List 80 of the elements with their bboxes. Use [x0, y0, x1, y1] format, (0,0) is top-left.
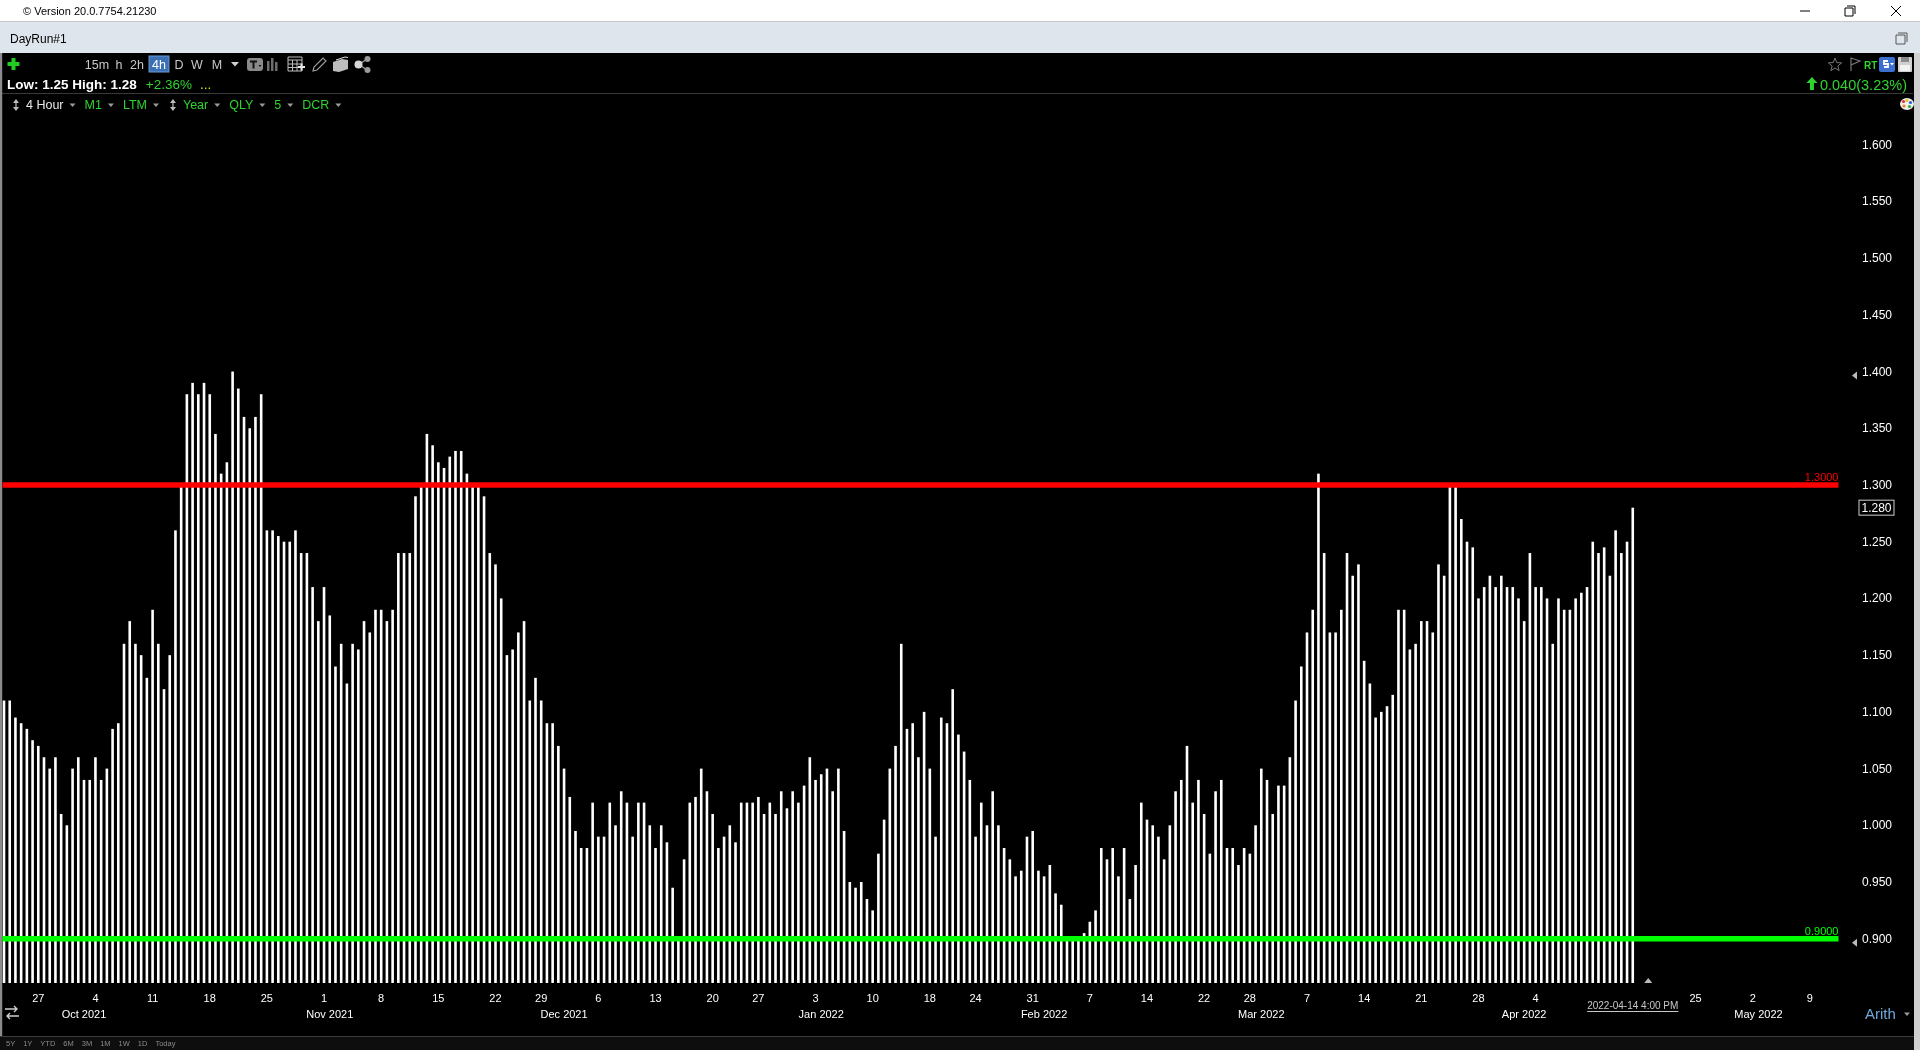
- y-tick-label: 1.450: [1862, 307, 1893, 322]
- ref-line-label: 0.9000: [1804, 924, 1839, 937]
- y-tick-label: 0.900: [1862, 931, 1893, 946]
- x-tick-label: 25: [1689, 992, 1702, 1004]
- text: M: [211, 57, 223, 72]
- annotation: LTM: [122, 98, 147, 112]
- x-tick-label: 20: [706, 992, 719, 1004]
- x-tick-label: 24: [969, 992, 982, 1004]
- text: ...: [199, 76, 212, 92]
- x-tick-label: 22: [1198, 992, 1211, 1004]
- x-tick-label: 7: [1086, 992, 1093, 1004]
- x-tick-label: 14: [1140, 992, 1154, 1004]
- y-tick-label: 1.300: [1862, 477, 1893, 492]
- annotation: 5: [274, 98, 282, 112]
- text: h: [115, 57, 123, 72]
- text: Arith: [1865, 1004, 1896, 1022]
- y-tick-label: 1.100: [1862, 704, 1893, 719]
- x-tick-label: Jan 2022: [798, 1008, 844, 1020]
- text: © Version 20.0.7754.21230: [23, 5, 157, 17]
- x-tick-label: 29: [535, 992, 548, 1004]
- text: W: [191, 57, 204, 72]
- x-tick-label: 2: [1749, 992, 1756, 1004]
- text: +2.36%: [145, 76, 192, 92]
- x-tick-label: 4: [92, 992, 99, 1004]
- x-tick-label: 27: [32, 992, 45, 1004]
- text: D: [174, 57, 184, 72]
- text: 2022-04-14 4:00 PM: [1587, 999, 1679, 1011]
- y-tick-label: 0.950: [1862, 875, 1893, 890]
- x-tick-label: 28: [1243, 992, 1256, 1004]
- x-tick-label: 18: [923, 992, 936, 1004]
- text: 2h: [130, 57, 144, 72]
- x-tick-label: 14: [1358, 992, 1371, 1004]
- annotation: Year: [182, 98, 209, 112]
- x-tick-label: 8: [378, 992, 385, 1004]
- text: 15m: [84, 57, 110, 72]
- text: DayRun#1: [10, 32, 68, 46]
- x-tick-label: 25: [260, 992, 274, 1004]
- annotation: QLY: [229, 98, 254, 112]
- x-tick-label: 22: [489, 992, 502, 1004]
- y-tick-label: 1.350: [1862, 421, 1893, 436]
- x-tick-label: 1: [320, 992, 328, 1004]
- y-tick-label: 1.200: [1862, 591, 1893, 606]
- text: 1.280: [1861, 500, 1892, 515]
- text: 4h: [152, 57, 166, 72]
- y-tick-label: 1.050: [1862, 761, 1893, 776]
- chart-title: 4 Hour: [26, 98, 64, 112]
- x-tick-label: 11: [146, 992, 159, 1004]
- x-tick-label: 28: [1472, 992, 1485, 1004]
- x-tick-label: 9: [1806, 992, 1813, 1004]
- x-tick-label: Dec 2021: [540, 1008, 588, 1020]
- annotation: M1: [84, 98, 102, 112]
- x-tick-label: 10: [866, 992, 879, 1004]
- x-tick-label: 21: [1415, 992, 1428, 1004]
- x-tick-label: Feb 2022: [1020, 1008, 1068, 1020]
- x-tick-label: 7: [1303, 992, 1311, 1004]
- y-tick-label: 1.500: [1862, 251, 1893, 266]
- y-tick-label: 1.000: [1862, 818, 1893, 833]
- x-tick-label: 13: [649, 992, 662, 1004]
- x-tick-label: 3: [812, 992, 819, 1004]
- x-tick-label: May 2022: [1734, 1008, 1783, 1020]
- y-tick-label: 1.550: [1862, 194, 1893, 209]
- x-tick-label: Nov 2021: [306, 1008, 354, 1020]
- x-tick-label: Mar 2022: [1238, 1008, 1285, 1020]
- x-tick-label: Oct 2021: [61, 1008, 107, 1020]
- x-tick-label: 6: [595, 992, 602, 1004]
- x-tick-label: Apr 2022: [1501, 1008, 1547, 1020]
- text: RT: [1864, 59, 1878, 70]
- x-tick-label: 27: [752, 992, 765, 1004]
- y-tick-label: 1.600: [1862, 137, 1893, 152]
- y-tick-label: 1.400: [1862, 364, 1893, 379]
- x-tick-label: 15: [432, 992, 445, 1004]
- chart-subtitle: Low: 1.25 High: 1.28: [7, 76, 138, 92]
- y-tick-label: 1.150: [1862, 648, 1893, 663]
- y-tick-label: 1.250: [1862, 534, 1893, 549]
- annotation: DCR: [302, 98, 330, 112]
- x-tick-label: 31: [1026, 992, 1039, 1004]
- ref-line-label: 1.3000: [1804, 470, 1839, 483]
- x-tick-label: 4: [1532, 992, 1539, 1004]
- x-tick-label: 18: [203, 992, 216, 1004]
- text: 0.040(3.23%): [1819, 77, 1907, 93]
